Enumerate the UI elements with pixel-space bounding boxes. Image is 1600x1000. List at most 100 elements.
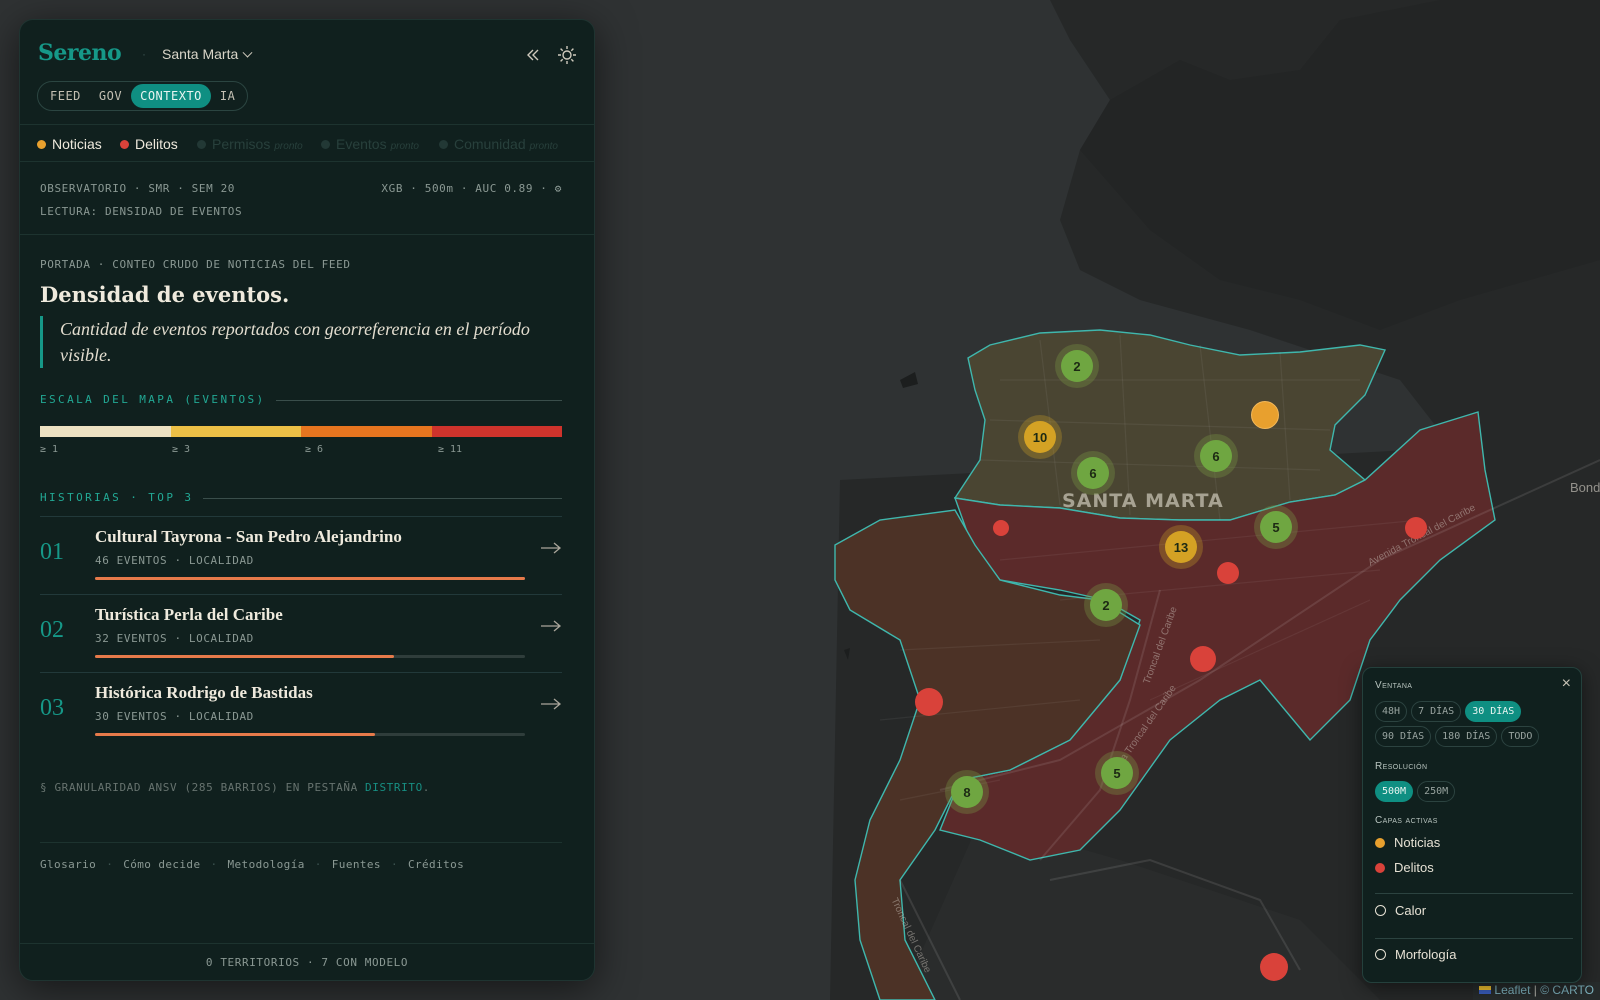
crime-marker[interactable] bbox=[1217, 562, 1239, 584]
tab-gov[interactable]: GOV bbox=[98, 89, 123, 103]
sun-icon bbox=[558, 46, 576, 64]
chevron-down-icon bbox=[242, 47, 253, 58]
distrito-link[interactable]: DISTRITO bbox=[365, 781, 423, 794]
tab-bar: FEED GOV CONTEXTO IA bbox=[37, 81, 249, 111]
scale-label: ≥ 1 bbox=[40, 444, 59, 455]
story-progress-fill bbox=[95, 577, 525, 580]
tab-ia[interactable]: IA bbox=[219, 89, 236, 103]
footer-links: Glosario · Cómo decide · Metodología · Fuentes… bbox=[40, 858, 464, 871]
divider bbox=[40, 842, 562, 843]
red-dot-icon bbox=[120, 140, 129, 149]
active-layer-delitos[interactable]: Delitos bbox=[1375, 860, 1434, 875]
scale-step bbox=[170, 426, 301, 437]
color-scale-bar bbox=[40, 426, 562, 437]
story-name: Turística Perla del Caribe bbox=[95, 605, 283, 624]
scale-step bbox=[431, 426, 562, 437]
toggle-calor[interactable]: Calor bbox=[1375, 903, 1426, 918]
carto-link[interactable]: © CARTO bbox=[1540, 983, 1594, 997]
cluster-marker[interactable]: 2 bbox=[1090, 589, 1122, 621]
theme-toggle-button[interactable] bbox=[556, 44, 578, 66]
cluster-marker[interactable]: 6 bbox=[1200, 440, 1232, 472]
active-layer-noticias[interactable]: Noticias bbox=[1375, 835, 1440, 850]
toggle-morfologia[interactable]: Morfología bbox=[1375, 947, 1456, 962]
story-item[interactable]: 03 Histórica Rodrigo de Bastidas 30 EVEN… bbox=[40, 672, 562, 748]
story-item[interactable]: 01 Cultural Tayrona - San Pedro Alejandr… bbox=[40, 516, 562, 592]
scale-step bbox=[301, 426, 432, 437]
header-separator: · bbox=[142, 47, 146, 61]
layer-toggle-noticias[interactable]: Noticias bbox=[37, 136, 102, 152]
granularity-end: . bbox=[422, 781, 431, 794]
collapse-panel-button[interactable] bbox=[522, 44, 544, 66]
close-icon[interactable]: × bbox=[1561, 675, 1571, 692]
cluster-marker[interactable]: 13 bbox=[1165, 531, 1197, 563]
window-options: 48H 7 DÍAS 30 DÍAS 90 DÍAS 180 DÍAS TODO bbox=[1375, 701, 1575, 747]
soon-badge: pronto bbox=[274, 141, 303, 152]
layer-label: Permisos bbox=[212, 136, 271, 152]
soon-badge: pronto bbox=[390, 141, 419, 152]
link-creditos[interactable]: Créditos bbox=[407, 858, 465, 871]
cluster-marker[interactable]: 10 bbox=[1024, 421, 1056, 453]
radio-icon bbox=[1375, 905, 1386, 916]
leaflet-link[interactable]: Leaflet bbox=[1494, 983, 1531, 997]
tab-feed[interactable]: FEED bbox=[50, 89, 81, 103]
crime-marker[interactable] bbox=[1405, 517, 1427, 539]
reading-label: LECTURA: DENSIDAD DE EVENTOS bbox=[40, 205, 243, 218]
window-chip-todo[interactable]: TODO bbox=[1501, 726, 1540, 747]
window-chip-180d[interactable]: 180 DÍAS bbox=[1435, 726, 1498, 747]
window-chip-48h[interactable]: 48H bbox=[1375, 701, 1408, 722]
story-progress bbox=[95, 577, 525, 580]
separator: · bbox=[390, 858, 398, 871]
link-glosario[interactable]: Glosario bbox=[40, 858, 97, 871]
window-chip-7d[interactable]: 7 DÍAS bbox=[1411, 701, 1462, 722]
separator: · bbox=[106, 858, 114, 871]
link-como-decide[interactable]: Cómo decide bbox=[123, 858, 201, 871]
disabled-dot-icon bbox=[439, 140, 448, 149]
link-fuentes[interactable]: Fuentes bbox=[331, 858, 381, 871]
attribution-separator: | bbox=[1533, 983, 1537, 997]
crime-marker[interactable] bbox=[993, 520, 1009, 536]
layer-label: Comunidad bbox=[454, 136, 526, 152]
granularity-note: § GRANULARIDAD ANSV (285 BARRIOS) EN PES… bbox=[40, 781, 430, 794]
story-meta: 32 EVENTOS · LOCALIDAD bbox=[95, 632, 254, 645]
scale-heading: ESCALA DEL MAPA (EVENTOS) bbox=[40, 393, 562, 407]
story-meta: 46 EVENTOS · LOCALIDAD bbox=[95, 554, 254, 567]
disabled-dot-icon bbox=[321, 140, 330, 149]
crime-marker[interactable] bbox=[1260, 953, 1288, 981]
active-layer-label: Delitos bbox=[1394, 860, 1434, 875]
stories-heading-label: HISTORIAS · TOP 3 bbox=[40, 491, 204, 504]
story-progress bbox=[95, 733, 525, 736]
link-metodologia[interactable]: Metodología bbox=[227, 858, 305, 871]
resolution-chip-250m[interactable]: 250M bbox=[1417, 781, 1456, 802]
city-map-label: SANTA MARTA bbox=[1062, 490, 1224, 512]
story-progress bbox=[95, 655, 525, 658]
divider bbox=[1375, 938, 1573, 939]
window-chip-30d[interactable]: 30 DÍAS bbox=[1465, 701, 1522, 722]
crime-marker[interactable] bbox=[915, 688, 943, 716]
arrow-right-icon bbox=[541, 698, 562, 710]
news-marker[interactable] bbox=[1251, 401, 1279, 429]
scale-label: ≥ 11 bbox=[438, 444, 463, 455]
city-selector[interactable]: Santa Marta bbox=[162, 46, 253, 62]
crime-marker[interactable] bbox=[1190, 646, 1216, 672]
cluster-marker[interactable]: 5 bbox=[1260, 511, 1292, 543]
resolution-title: Resolución bbox=[1375, 761, 1428, 772]
cluster-marker[interactable]: 2 bbox=[1061, 350, 1093, 382]
cluster-marker[interactable]: 5 bbox=[1101, 757, 1133, 789]
layer-toggle-delitos[interactable]: Delitos bbox=[120, 136, 178, 152]
tab-contexto[interactable]: CONTEXTO bbox=[131, 84, 211, 108]
layer-label: Delitos bbox=[135, 136, 178, 152]
story-rank: 01 bbox=[40, 539, 64, 565]
page-title: Densidad de eventos. bbox=[40, 282, 290, 307]
layer-toggle-permisos: Permisos pronto bbox=[197, 136, 303, 152]
brand-logo[interactable]: Sereno bbox=[38, 40, 122, 66]
resolution-chip-500m[interactable]: 500M bbox=[1375, 781, 1414, 802]
story-item[interactable]: 02 Turística Perla del Caribe 32 EVENTOS… bbox=[40, 594, 562, 670]
model-info[interactable]: XGB · 500m · AUC 0.89 · ⚙ bbox=[381, 182, 562, 195]
cluster-marker[interactable]: 6 bbox=[1077, 457, 1109, 489]
panel-header: Sereno · Santa Marta bbox=[38, 40, 578, 70]
window-chip-90d[interactable]: 90 DÍAS bbox=[1375, 726, 1432, 747]
cluster-marker[interactable]: 8 bbox=[951, 776, 983, 808]
story-rank: 03 bbox=[40, 695, 64, 721]
edge-town-label: Bond bbox=[1570, 480, 1600, 495]
stories-heading: HISTORIAS · TOP 3 bbox=[40, 491, 562, 505]
